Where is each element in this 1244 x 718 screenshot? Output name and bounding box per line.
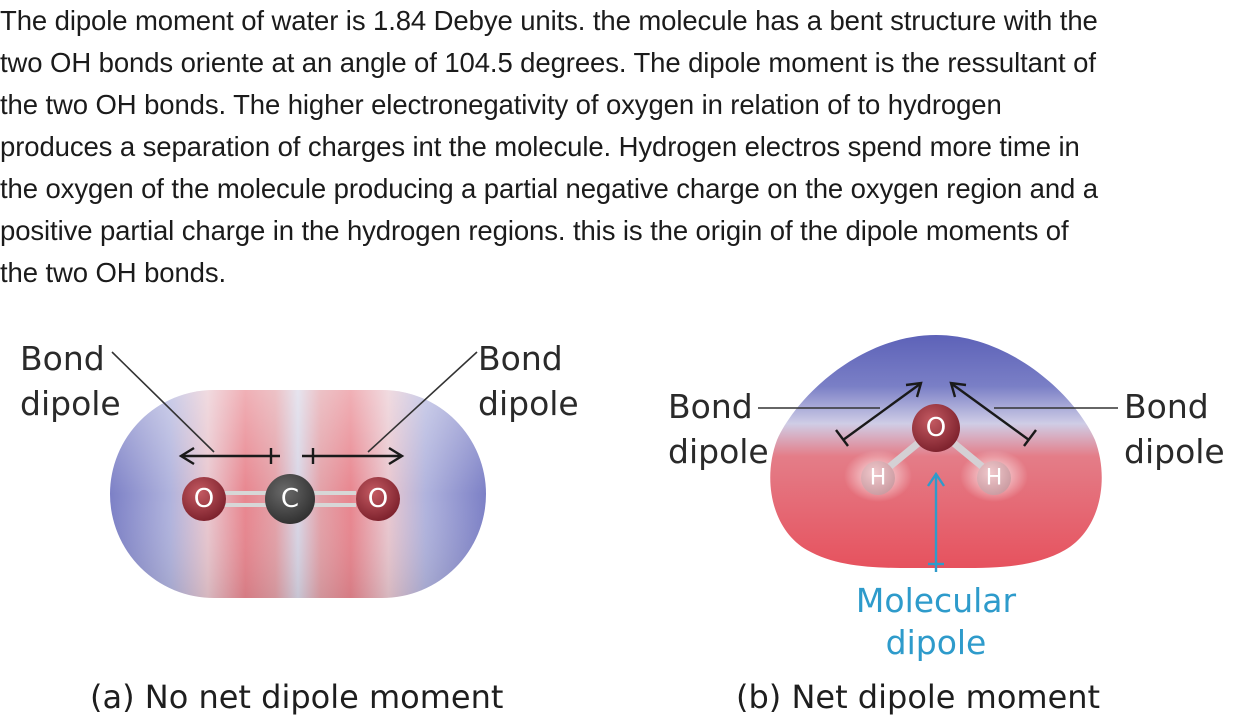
dipole-arrowhead xyxy=(178,446,195,466)
co2-bond xyxy=(224,503,268,507)
dipole-tail-cross xyxy=(835,429,849,447)
dipole-arrowhead xyxy=(388,446,405,466)
molecular-dipole-arrowhead xyxy=(927,471,945,487)
co2-atom-label: O xyxy=(368,484,388,514)
molecular-dipole-arrow xyxy=(927,471,945,572)
paragraph-line: the oxygen of the molecule producing a p… xyxy=(0,173,1098,204)
paragraph-line: the two OH bonds. xyxy=(0,257,227,288)
h2o-panel: O H H Bond dipole Bond dipole Molecular xyxy=(668,335,1225,716)
explanation-paragraph: The dipole moment of water is 1.84 Debye… xyxy=(0,0,1244,294)
h2o-bond xyxy=(947,437,987,471)
paragraph-line: two OH bonds oriente at an angle of 104.… xyxy=(0,47,1096,78)
co2-left-label: dipole xyxy=(20,384,121,423)
co2-carbon-atom xyxy=(265,474,315,524)
co2-bond xyxy=(312,491,356,495)
dipole-arrow-right xyxy=(951,383,1030,441)
dipole-tail-cross xyxy=(1023,429,1037,447)
co2-oxygen-atom xyxy=(356,477,400,521)
co2-bond xyxy=(224,491,268,495)
molecular-dipole-label: dipole xyxy=(886,623,987,662)
h2o-left-label: Bond xyxy=(668,387,753,426)
h2o-right-label: Bond xyxy=(1124,387,1209,426)
co2-left-label: Bond xyxy=(20,339,105,378)
dipole-arrow-left xyxy=(842,383,921,441)
co2-left-leader-line xyxy=(111,351,215,453)
dipole-arrowhead xyxy=(949,381,967,398)
paragraph-line: the two OH bonds. The higher electronega… xyxy=(0,89,1002,120)
paragraph-line: positive partial charge in the hydrogen … xyxy=(0,215,1069,246)
co2-right-label: Bond xyxy=(478,339,563,378)
h2o-atom-label: O xyxy=(926,413,946,443)
h2o-hydrogen-atom xyxy=(977,461,1011,495)
co2-atom-label: O xyxy=(194,484,214,514)
h2o-hydrogen-atom xyxy=(861,461,895,495)
paragraph-line: The dipole moment of water is 1.84 Debye… xyxy=(0,5,1098,36)
h2o-oxygen-atom xyxy=(912,404,960,452)
co2-atom-label: C xyxy=(281,484,299,514)
co2-right-leader-line xyxy=(367,351,478,453)
caption-a: (a) No net dipole moment xyxy=(90,678,503,716)
co2-bond xyxy=(312,503,356,507)
h2o-atom-label: H xyxy=(870,466,887,491)
dipole-arrowhead xyxy=(905,381,923,398)
h2o-bond-dipole-arrows xyxy=(835,381,1037,447)
co2-oxygen-atom xyxy=(182,477,226,521)
h2o-bond xyxy=(885,437,925,471)
h2o-atom-label: H xyxy=(986,466,1003,491)
h2o-right-label: dipole xyxy=(1124,432,1225,471)
h2o-left-label: dipole xyxy=(668,432,769,471)
molecular-dipole-label: Molecular xyxy=(856,581,1017,620)
co2-bond-dipole-arrows xyxy=(178,446,405,466)
caption-b: (b) Net dipole moment xyxy=(736,678,1100,716)
co2-right-label: dipole xyxy=(478,384,579,423)
co2-panel: O C O Bond dipole Bond dipole (a) No net… xyxy=(20,339,579,716)
paragraph-line: produces a separation of charges int the… xyxy=(0,131,1080,162)
